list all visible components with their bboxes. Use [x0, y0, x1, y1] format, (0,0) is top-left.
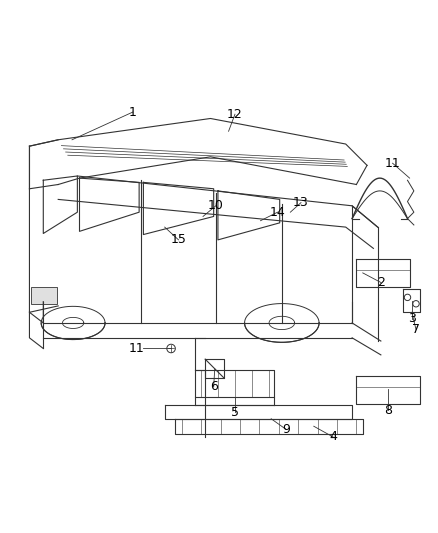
Text: 11: 11	[129, 342, 145, 355]
Text: 11: 11	[385, 157, 400, 169]
Text: 12: 12	[227, 108, 243, 120]
Text: 6: 6	[210, 381, 218, 393]
Text: 10: 10	[208, 199, 224, 212]
Text: 1: 1	[129, 106, 137, 118]
Text: 9: 9	[282, 423, 290, 436]
Text: 15: 15	[170, 233, 187, 246]
Text: 4: 4	[329, 430, 337, 443]
Text: 5: 5	[231, 406, 239, 419]
Text: 3: 3	[408, 312, 416, 325]
Text: 14: 14	[270, 206, 286, 219]
Text: 2: 2	[377, 276, 385, 289]
Text: 8: 8	[384, 404, 392, 417]
Bar	[31, 287, 57, 304]
Text: 7: 7	[412, 323, 420, 336]
Text: 13: 13	[293, 196, 309, 209]
